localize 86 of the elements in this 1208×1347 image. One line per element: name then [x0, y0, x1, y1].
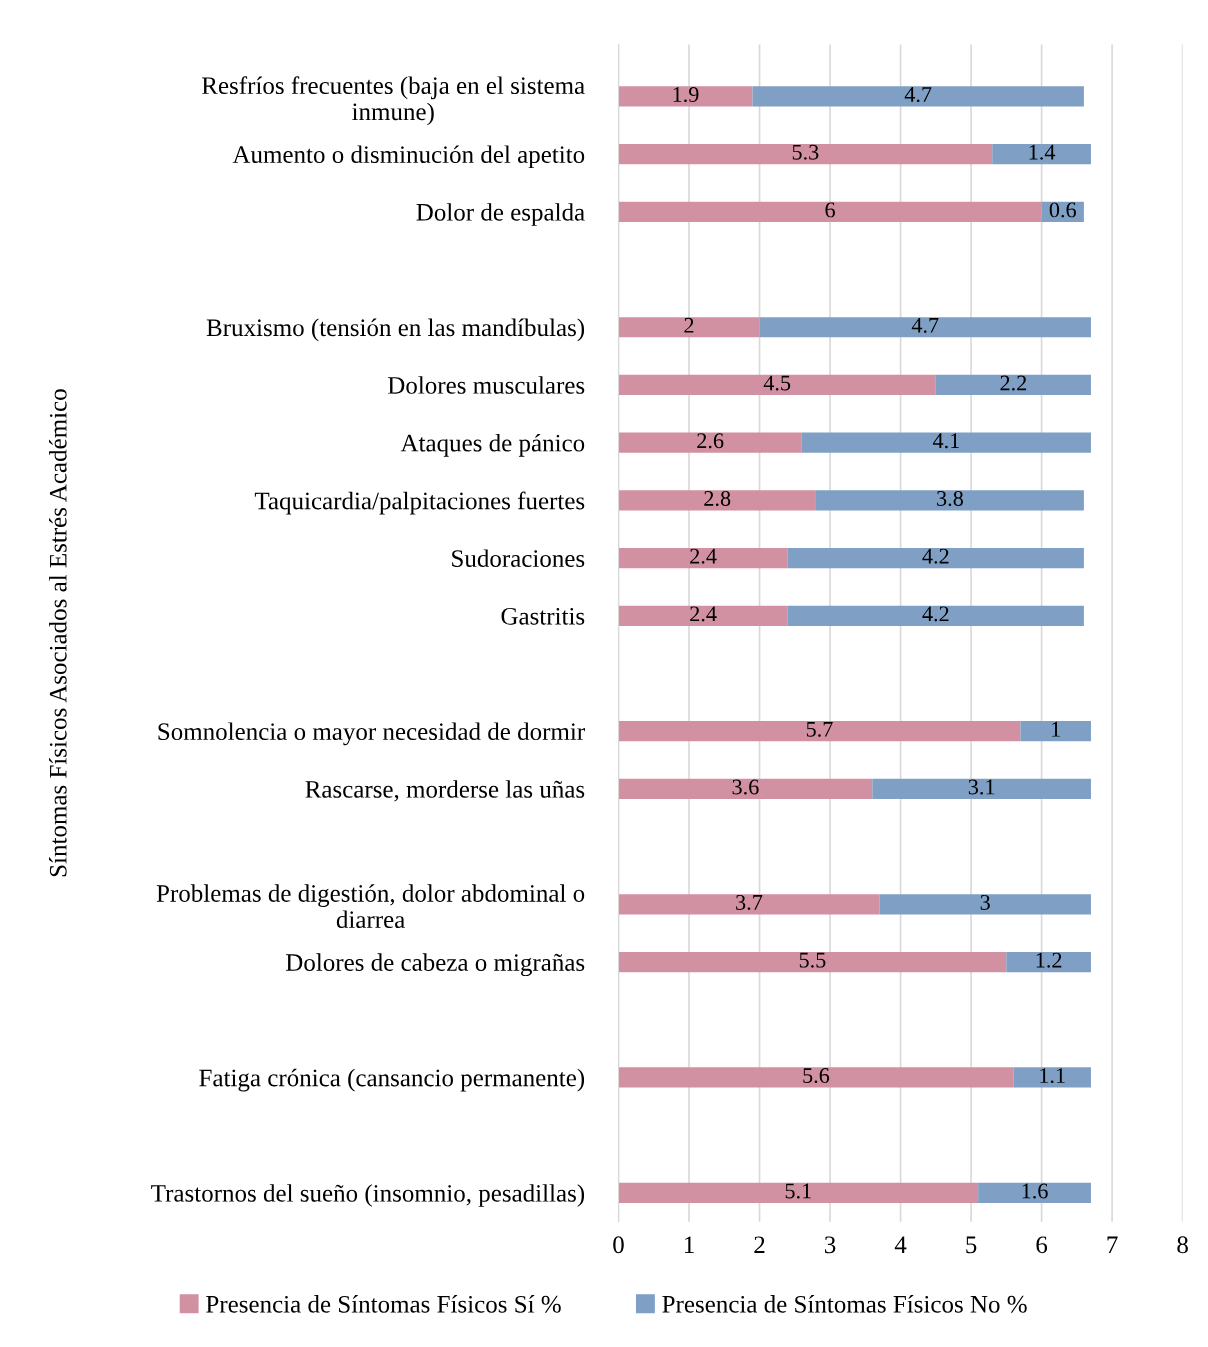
data-label: 4.5 [763, 375, 791, 391]
y-tick-label: Bruxismo (tensión en las mandíbulas) [206, 318, 585, 342]
x-tick-label: 4 [894, 1236, 907, 1253]
bar [618, 201, 1042, 222]
data-label: 2.8 [704, 490, 731, 507]
bar [759, 317, 1091, 338]
data-label: 4.2 [922, 548, 949, 564]
data-label: 1.1 [1040, 1068, 1065, 1084]
y-axis-title: Síntomas Físicos Asociados al Estrés Académico [49, 389, 67, 877]
data-label: 5.6 [803, 1068, 830, 1084]
x-tick-label: 7 [1107, 1236, 1118, 1253]
x-tick-label: 3 [824, 1236, 836, 1254]
bar [618, 547, 788, 569]
data-label: 3.1 [968, 779, 995, 795]
bar [618, 144, 993, 165]
x-tick-label: 2 [754, 1236, 765, 1253]
y-tick-label: Gastritis [501, 607, 585, 625]
y-tick-label: Dolores de cabeza o migrañas [286, 953, 585, 977]
bar [978, 1182, 1091, 1203]
bar [935, 374, 1091, 396]
data-label: 2.4 [690, 548, 717, 564]
bar [618, 605, 788, 626]
data-label: 5.3 [792, 144, 819, 160]
data-label: 3.6 [732, 779, 759, 795]
x-tick-label: 1 [684, 1236, 694, 1253]
data-label: 5.5 [799, 952, 826, 968]
x-tick-label: 6 [1036, 1236, 1048, 1254]
bar [618, 374, 936, 396]
data-label: 1 [1052, 721, 1060, 737]
data-label: 4.1 [932, 433, 959, 449]
data-label: 2.4 [690, 606, 717, 622]
data-label: 1.9 [673, 87, 699, 103]
data-label: 3 [980, 894, 990, 910]
data-label: 5.7 [806, 721, 833, 737]
y-tick-label: Somnolencia o mayor necesidad de dormir [158, 722, 585, 746]
legend-label: Presencia de Síntomas Físicos Sí % [206, 1295, 561, 1313]
bar [872, 778, 1091, 800]
bar [618, 1067, 1014, 1088]
bar [787, 605, 1084, 626]
data-label: 2.6 [697, 433, 724, 449]
data-label: 3.7 [736, 894, 763, 910]
y-tick-label: Fatiga crónica (cansancio permanente) [199, 1068, 585, 1092]
data-label: 3.8 [937, 490, 963, 507]
y-tick-label: Resfríos frecuentes (baja en el sistema inmune) [201, 76, 585, 126]
bar [992, 144, 1091, 165]
x-tick-label: 0 [613, 1236, 624, 1254]
y-tick-label: Dolor de espalda [416, 203, 585, 226]
bar [1006, 951, 1091, 973]
data-label: 0.6 [1049, 202, 1076, 218]
bar [618, 432, 802, 453]
y-tick-label: Ataques de pánico [400, 433, 585, 457]
bar [618, 778, 873, 800]
data-label: 6 [825, 202, 835, 218]
x-tick-label: 8 [1177, 1236, 1188, 1254]
bar [815, 490, 1084, 511]
bar [618, 1182, 979, 1203]
bar [618, 721, 1021, 742]
bar [879, 894, 1091, 915]
bar [618, 894, 880, 915]
bar [787, 547, 1084, 569]
y-tick-label: Aumento o disminución del apetito [232, 145, 585, 169]
x-tick-label: 5 [966, 1236, 977, 1254]
bar [618, 86, 753, 107]
bar [1020, 721, 1091, 742]
bar [1013, 1067, 1091, 1088]
y-tick-label: Sudoraciones [452, 549, 585, 567]
bar [618, 951, 1007, 973]
legend-label: Presencia de Síntomas Físicos No % [662, 1295, 1027, 1313]
y-tick-label: Taquicardia/palpitaciones fuertes [254, 491, 585, 515]
bar [801, 432, 1091, 453]
bar [618, 490, 816, 511]
y-tick-label: Trastornos del sueño (insomnio, pesadillas) [151, 1184, 585, 1207]
data-label: 2.2 [1000, 375, 1027, 391]
data-label: 2 [684, 317, 694, 333]
bar [618, 317, 760, 338]
y-tick-label: Problemas de digestión, dolor abdominal o diarrea [156, 884, 585, 929]
data-label: 1.4 [1029, 144, 1056, 160]
data-label: 5.1 [785, 1183, 811, 1199]
data-label: 1.2 [1036, 952, 1062, 968]
bar [752, 86, 1084, 107]
y-tick-label: Dolores musculares [388, 376, 585, 394]
data-label: 1.6 [1022, 1183, 1048, 1199]
data-label: 4.7 [911, 317, 939, 333]
data-label: 4.7 [904, 87, 932, 103]
y-tick-label: Rascarse, morderse las uñas [305, 780, 585, 802]
data-label: 4.2 [922, 606, 949, 622]
